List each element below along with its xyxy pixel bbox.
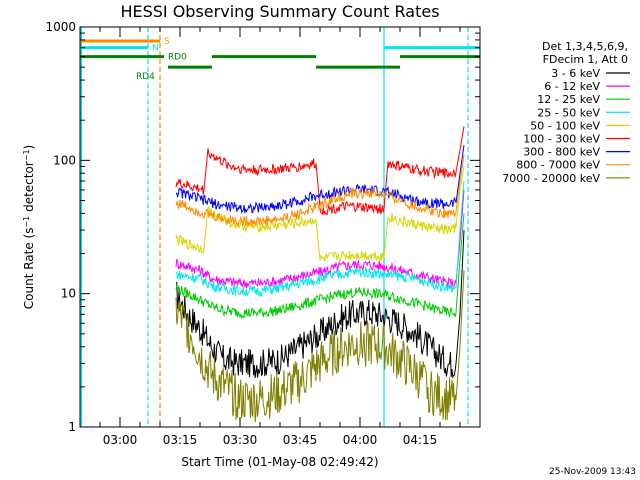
y-axis-label-part: ) xyxy=(22,145,36,150)
legend-label: 12 - 25 keV xyxy=(537,93,600,106)
y-axis-label-exponent: −1 xyxy=(22,149,31,161)
series-line xyxy=(175,166,465,263)
series-line xyxy=(175,145,465,214)
footer-date: 25-Nov-2009 13:43 xyxy=(549,467,636,477)
legend-label: 100 - 300 keV xyxy=(523,133,600,146)
y-axis-label-part: detector xyxy=(22,161,36,216)
x-axis-label: Start Time (01-May-08 02:49:42) xyxy=(181,455,378,469)
legend: Det 1,3,4,5,6,9, FDecim 1, Att 0 3 - 6 k… xyxy=(502,40,630,185)
state-bars: SN RD0 RD4 xyxy=(80,37,480,82)
legend-header-line: Det 1,3,4,5,6,9, xyxy=(542,40,628,53)
axes: 1 10 100 1000 03:00 03:15 03:30 03:45 04:00 04:15 xyxy=(45,20,481,447)
y-axis-label-exponent: −1 xyxy=(22,216,31,228)
legend-header-line: FDecim 1, Att 0 xyxy=(543,53,628,66)
x-tick-label: 03:45 xyxy=(283,433,318,447)
y-tick-label: 1 xyxy=(68,420,76,434)
legend-label: 800 - 7000 keV xyxy=(516,159,600,172)
legend-label: 7000 - 20000 keV xyxy=(502,172,600,185)
y-axis-label-part: Count Rate (s xyxy=(22,228,36,310)
legend-label: 3 - 6 keV xyxy=(551,67,600,80)
series-line xyxy=(175,230,465,380)
series-line xyxy=(175,180,465,298)
vertical-markers xyxy=(80,27,469,427)
x-tick-label: 03:00 xyxy=(103,433,138,447)
series-line xyxy=(175,270,465,423)
series-line xyxy=(175,126,465,216)
legend-label: 50 - 100 keV xyxy=(530,119,600,132)
legend-label: 300 - 800 keV xyxy=(523,146,600,159)
legend-label: 25 - 50 keV xyxy=(537,106,600,119)
x-tick-label: 03:15 xyxy=(163,433,198,447)
series-line xyxy=(175,154,465,228)
y-tick-label: 100 xyxy=(53,153,76,167)
y-tick-label: 1000 xyxy=(45,20,76,34)
series-line xyxy=(175,213,465,320)
series-layer xyxy=(175,126,465,423)
state-bar-label: N xyxy=(152,44,159,54)
x-tick-label: 03:30 xyxy=(223,433,258,447)
chart-title: HESSI Observing Summary Count Rates xyxy=(120,2,439,21)
y-axis-label: Count Rate (s−1 detector−1) xyxy=(22,145,37,309)
y-tick-label: 10 xyxy=(61,287,76,301)
x-tick-label: 04:00 xyxy=(343,433,378,447)
x-tick-label: 04:15 xyxy=(403,433,438,447)
state-bar-label: S xyxy=(164,37,170,47)
state-bar-label: RD0 xyxy=(168,53,187,63)
state-bar-label: RD4 xyxy=(136,72,155,82)
series-line xyxy=(175,189,465,289)
legend-label: 6 - 12 keV xyxy=(544,80,600,93)
